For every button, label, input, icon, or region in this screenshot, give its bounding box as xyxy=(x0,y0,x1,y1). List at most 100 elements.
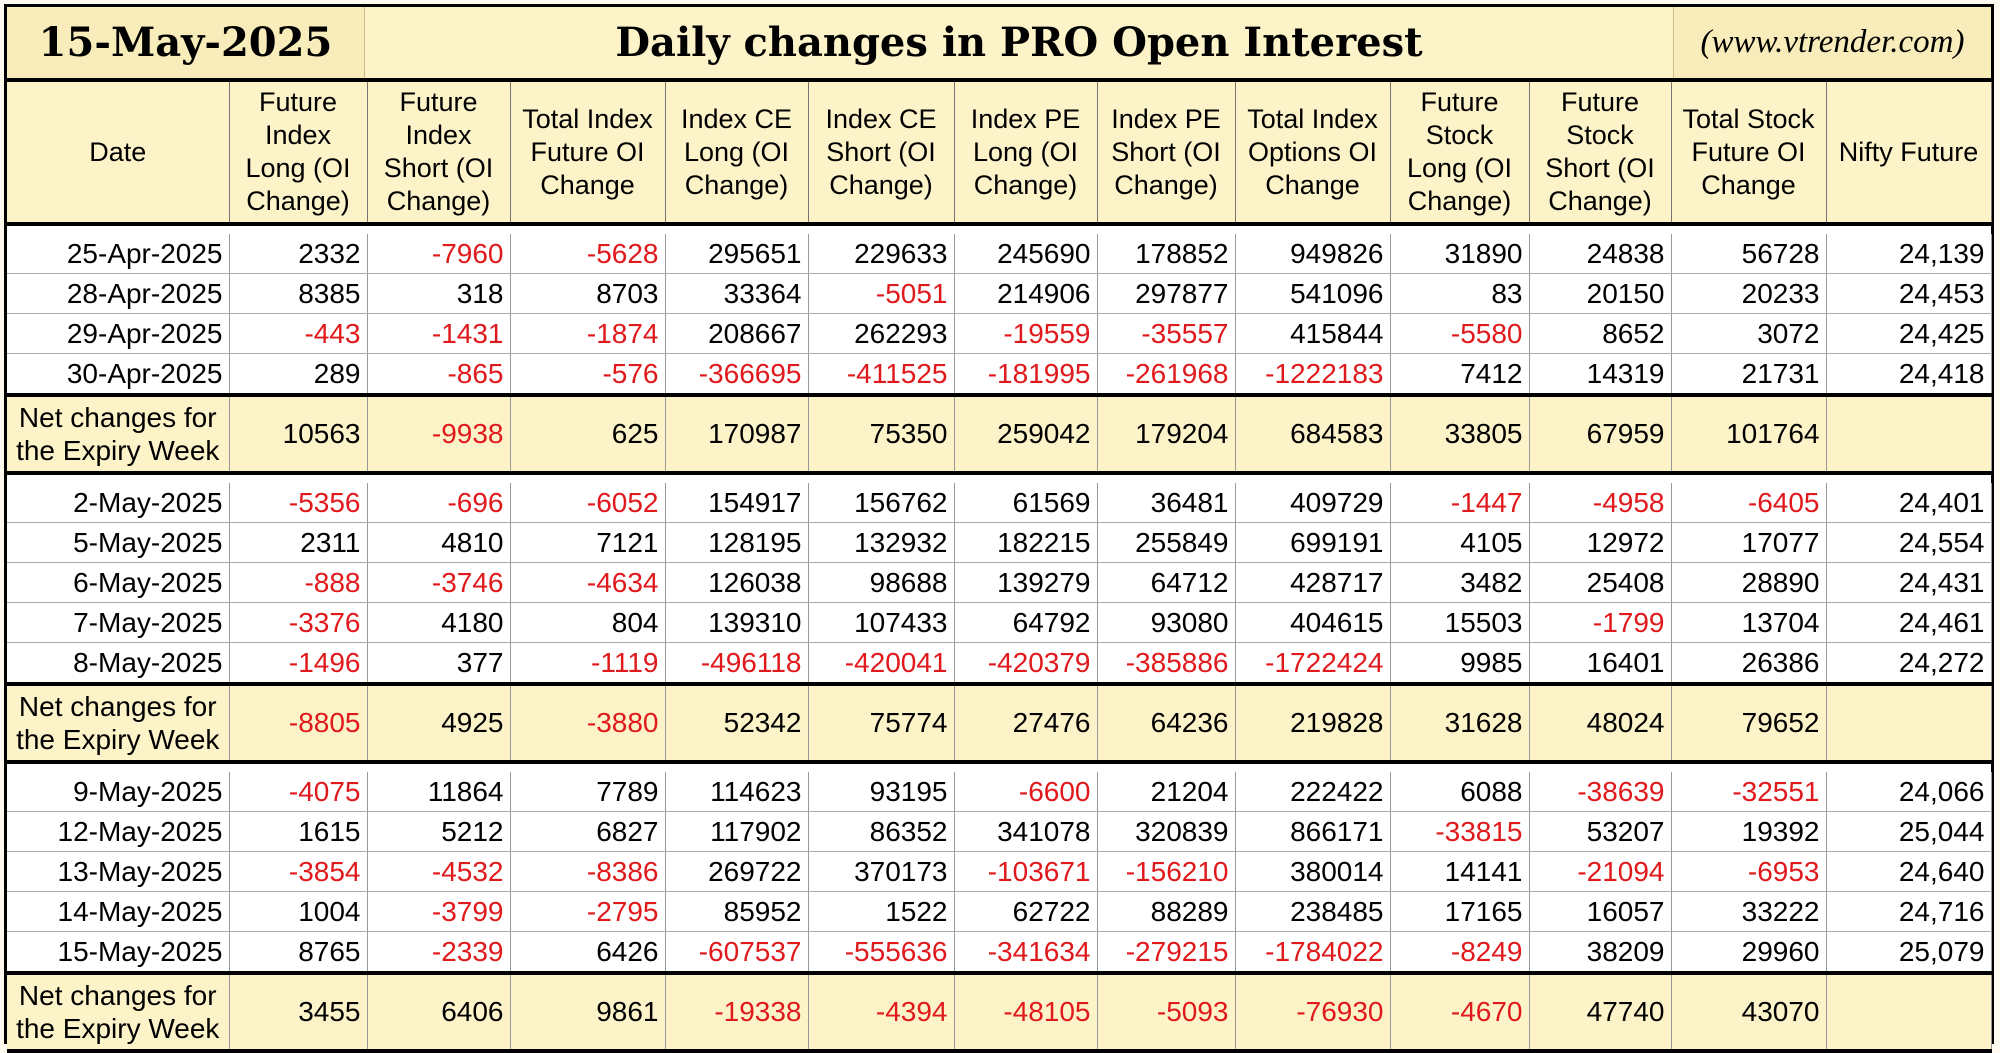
value-cell: 24,272 xyxy=(1826,642,1992,685)
value-cell: -38639 xyxy=(1529,772,1672,812)
value-cell: -32551 xyxy=(1671,772,1827,812)
value-cell: 8703 xyxy=(510,273,666,314)
value-cell: -3799 xyxy=(367,891,511,932)
value-cell: 17165 xyxy=(1390,891,1530,932)
title-bar: 15-May-2025 Daily changes in PRO Open In… xyxy=(7,7,1991,82)
value-cell: 16057 xyxy=(1529,891,1672,932)
value-cell: 13704 xyxy=(1671,602,1827,643)
value-cell: 9985 xyxy=(1390,642,1530,685)
value-cell: 5212 xyxy=(367,811,511,852)
value-cell: 1004 xyxy=(229,891,368,932)
value-cell: -8805 xyxy=(229,682,368,764)
value-cell: -181995 xyxy=(954,353,1098,396)
value-cell: 93080 xyxy=(1097,602,1236,643)
oi-table: Date Future Index Long (OI Change) Future … xyxy=(7,82,1992,1053)
value-cell: -341634 xyxy=(954,931,1098,974)
date-cell: 9-May-2025 xyxy=(7,772,230,812)
value-cell: 380014 xyxy=(1235,851,1391,892)
net-change-row: Net changes for the Expiry Week -8805 4925… xyxy=(7,682,1992,764)
column-header: Future Index Short (OI Change) xyxy=(367,82,511,226)
value-cell: -3376 xyxy=(229,602,368,643)
value-cell: 219828 xyxy=(1235,682,1391,764)
value-cell: 117902 xyxy=(665,811,809,852)
value-cell: -888 xyxy=(229,562,368,603)
value-cell: -607537 xyxy=(665,931,809,974)
value-cell: 48024 xyxy=(1529,682,1672,764)
value-cell: -5093 xyxy=(1097,971,1236,1053)
value-cell: 4105 xyxy=(1390,522,1530,563)
value-cell: 7789 xyxy=(510,772,666,812)
value-cell: 229633 xyxy=(808,234,955,274)
value-cell: -1722424 xyxy=(1235,642,1391,685)
value-cell: 182215 xyxy=(954,522,1098,563)
column-header: Index PE Short (OI Change) xyxy=(1097,82,1236,226)
value-cell: 33805 xyxy=(1390,393,1530,475)
value-cell: -1222183 xyxy=(1235,353,1391,396)
value-cell: 25408 xyxy=(1529,562,1672,603)
value-cell: 7412 xyxy=(1390,353,1530,396)
value-cell: 320839 xyxy=(1097,811,1236,852)
value-cell: 2332 xyxy=(229,234,368,274)
value-cell: 25,079 xyxy=(1826,931,1992,974)
value-cell: 20233 xyxy=(1671,273,1827,314)
value-cell: 43070 xyxy=(1671,971,1827,1053)
net-change-row: Net changes for the Expiry Week 3455 6406 9… xyxy=(7,971,1992,1053)
value-cell: -1784022 xyxy=(1235,931,1391,974)
value-cell: 255849 xyxy=(1097,522,1236,563)
column-header: Index CE Short (OI Change) xyxy=(808,82,955,226)
value-cell: -8249 xyxy=(1390,931,1530,974)
group-spacer xyxy=(7,762,1991,772)
value-cell: 3072 xyxy=(1671,313,1827,354)
value-cell: -261968 xyxy=(1097,353,1236,396)
table-row: 6-May-2025 -888 -3746 -4634 126038 98688 13927… xyxy=(7,562,1992,603)
value-cell: 75774 xyxy=(808,682,955,764)
value-cell: 56728 xyxy=(1671,234,1827,274)
value-cell: -6953 xyxy=(1671,851,1827,892)
value-cell: 428717 xyxy=(1235,562,1391,603)
value-cell: -19338 xyxy=(665,971,809,1053)
value-cell: 79652 xyxy=(1671,682,1827,764)
value-cell: 7121 xyxy=(510,522,666,563)
value-cell: 31628 xyxy=(1390,682,1530,764)
report-frame: 15-May-2025 Daily changes in PRO Open In… xyxy=(4,4,1994,1053)
table-row: 25-Apr-2025 2332 -7960 -5628 295651 229633 245… xyxy=(7,234,1992,274)
date-cell: 5-May-2025 xyxy=(7,522,230,563)
value-cell: 341078 xyxy=(954,811,1098,852)
value-cell: 289 xyxy=(229,353,368,396)
value-cell: -5580 xyxy=(1390,313,1530,354)
value-cell: -4958 xyxy=(1529,483,1672,523)
value-cell xyxy=(1826,393,1992,475)
value-cell: -443 xyxy=(229,313,368,354)
value-cell: -8386 xyxy=(510,851,666,892)
value-cell: 24,716 xyxy=(1826,891,1992,932)
value-cell: -7960 xyxy=(367,234,511,274)
value-cell: 21204 xyxy=(1097,772,1236,812)
value-cell: -3854 xyxy=(229,851,368,892)
date-cell: 25-Apr-2025 xyxy=(7,234,230,274)
value-cell: -576 xyxy=(510,353,666,396)
column-header: Index CE Long (OI Change) xyxy=(665,82,809,226)
value-cell: -696 xyxy=(367,483,511,523)
value-cell: 24,425 xyxy=(1826,313,1992,354)
value-cell: -2339 xyxy=(367,931,511,974)
value-cell: 178852 xyxy=(1097,234,1236,274)
value-cell: 409729 xyxy=(1235,483,1391,523)
value-cell: 64236 xyxy=(1097,682,1236,764)
value-cell: -2795 xyxy=(510,891,666,932)
value-cell: -366695 xyxy=(665,353,809,396)
value-cell: -1799 xyxy=(1529,602,1672,643)
value-cell: 11864 xyxy=(367,772,511,812)
value-cell: 31890 xyxy=(1390,234,1530,274)
value-cell: 29960 xyxy=(1671,931,1827,974)
value-cell: 128195 xyxy=(665,522,809,563)
table-row: 29-Apr-2025 -443 -1431 -1874 208667 262293 -19… xyxy=(7,313,1992,354)
value-cell: 3455 xyxy=(229,971,368,1053)
value-cell: -385886 xyxy=(1097,642,1236,685)
value-cell: 6426 xyxy=(510,931,666,974)
value-cell: -496118 xyxy=(665,642,809,685)
value-cell: -103671 xyxy=(954,851,1098,892)
value-cell: 208667 xyxy=(665,313,809,354)
value-cell: 8765 xyxy=(229,931,368,974)
value-cell: -4075 xyxy=(229,772,368,812)
value-cell: 12972 xyxy=(1529,522,1672,563)
